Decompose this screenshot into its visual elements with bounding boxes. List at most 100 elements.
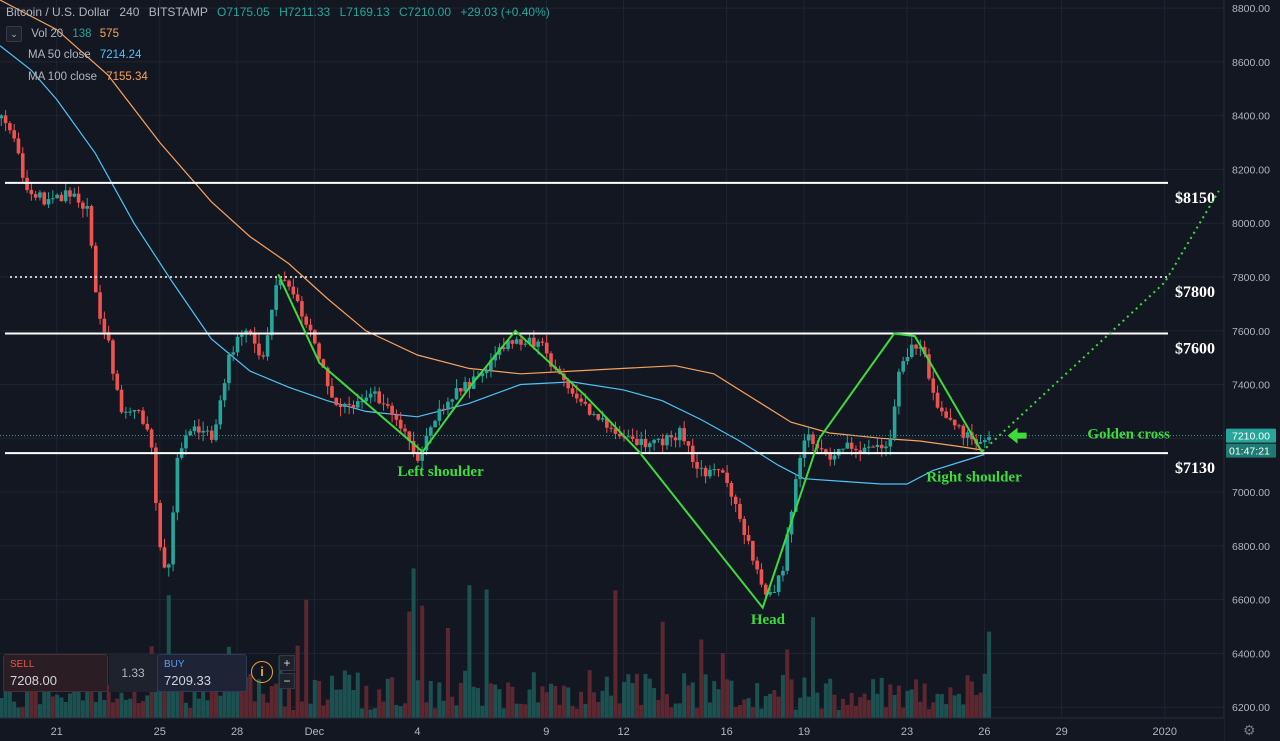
volume-bar — [433, 708, 438, 718]
info-icon[interactable]: i — [251, 661, 273, 683]
candle-body — [227, 354, 231, 384]
candle-body — [420, 450, 424, 461]
settings-gear-icon[interactable]: ⚙ — [1243, 722, 1256, 738]
candle-body — [325, 367, 330, 387]
buy-label: BUY — [164, 659, 185, 670]
candle-body — [304, 316, 309, 325]
volume-bar — [948, 687, 953, 718]
volume-bar — [287, 682, 292, 718]
volume-bar — [914, 679, 919, 718]
candle-body — [802, 440, 807, 458]
candle-body — [875, 444, 880, 448]
volume-bar — [37, 704, 42, 718]
volume-bar — [733, 707, 738, 718]
candle-body — [106, 332, 111, 341]
volume-bar — [673, 703, 678, 718]
candle-body — [854, 448, 858, 451]
volume-bar — [299, 701, 304, 718]
candle-body — [927, 354, 931, 379]
candle-body — [918, 346, 923, 349]
volume-bar — [209, 677, 214, 718]
ohlc-close: C7210.00 — [398, 5, 452, 19]
x-tick-label: 2020 — [1152, 726, 1176, 738]
volume-bar — [901, 707, 906, 718]
candle-body — [721, 470, 725, 473]
candle-body — [501, 347, 506, 350]
volume-bar — [85, 688, 90, 718]
volume-bar — [909, 689, 914, 718]
volume-bar — [828, 678, 833, 718]
indicator-vol[interactable]: ⌄ Vol 20 138 575 — [6, 26, 119, 42]
annotation-label: Golden cross — [1087, 426, 1170, 442]
indicator-ma100-value: 7155.34 — [106, 71, 148, 83]
x-tick-label: 16 — [721, 726, 733, 738]
volume-bar — [351, 690, 356, 718]
volume-bar — [952, 695, 957, 718]
volume-bar — [329, 675, 334, 718]
volume-bar — [282, 706, 287, 718]
candle-body — [239, 334, 244, 337]
candle-body — [0, 115, 4, 119]
candle-body — [20, 153, 25, 178]
candle-body — [506, 340, 510, 350]
volume-bar — [660, 621, 665, 718]
candle-body — [347, 403, 351, 405]
candle-body — [781, 570, 785, 576]
candle-body — [639, 438, 644, 445]
candle-body — [867, 446, 871, 448]
volume-bar — [123, 699, 128, 718]
buy-button[interactable]: BUY 7209.33 — [157, 654, 247, 692]
candle-body — [265, 335, 270, 357]
interval[interactable]: 240 — [119, 5, 140, 19]
candle-body — [175, 457, 180, 513]
candle-body — [111, 340, 115, 374]
symbol-title[interactable]: Bitcoin / U.S. Dollar — [6, 5, 111, 19]
candle-body — [536, 341, 540, 347]
candle-body — [394, 414, 399, 420]
minus-button[interactable]: − — [279, 673, 295, 689]
volume-bar — [896, 685, 901, 718]
candle-body — [300, 301, 304, 317]
volume-bar — [514, 703, 519, 718]
candle-body — [428, 427, 433, 436]
candle-body — [46, 199, 51, 205]
volume-bar — [871, 679, 876, 718]
candle-body — [398, 419, 403, 429]
volume-bar — [291, 709, 296, 718]
volume-bar — [420, 605, 425, 718]
candle-body — [579, 398, 583, 402]
candle-body — [16, 138, 21, 154]
volume-bar — [196, 698, 201, 718]
plus-button[interactable]: + — [279, 655, 295, 671]
candle-body — [132, 409, 137, 412]
candle-body — [102, 318, 107, 333]
candle-body — [201, 430, 205, 433]
volume-bar — [836, 709, 841, 718]
volume-bar — [596, 702, 601, 718]
candle-body — [699, 467, 704, 469]
sell-button[interactable]: SELL 7208.00 — [3, 654, 108, 692]
candle-body — [214, 424, 218, 440]
volume-bar — [171, 673, 176, 718]
indicator-ma100[interactable]: MA 100 close 7155.34 — [28, 71, 148, 83]
indicator-ma50[interactable]: MA 50 close 7214.24 — [28, 49, 141, 61]
candle-body — [119, 389, 124, 413]
candle-body — [218, 400, 223, 425]
current-price-tag — [1226, 428, 1276, 443]
collapse-chevron-icon[interactable]: ⌄ — [6, 26, 22, 42]
volume-bar — [312, 679, 317, 718]
volume-bar — [261, 693, 266, 718]
volume-bar — [690, 682, 695, 718]
candle-body — [351, 404, 356, 408]
candle-body — [454, 388, 459, 400]
volume-bar — [304, 599, 309, 718]
annotation-label: Right shoulder — [926, 469, 1022, 485]
volume-bar — [669, 707, 674, 718]
y-tick-label: 8600.00 — [1232, 57, 1270, 69]
candle-body — [42, 192, 47, 205]
candle-body — [257, 343, 261, 356]
candle-body — [600, 418, 605, 420]
candle-body — [72, 193, 77, 197]
